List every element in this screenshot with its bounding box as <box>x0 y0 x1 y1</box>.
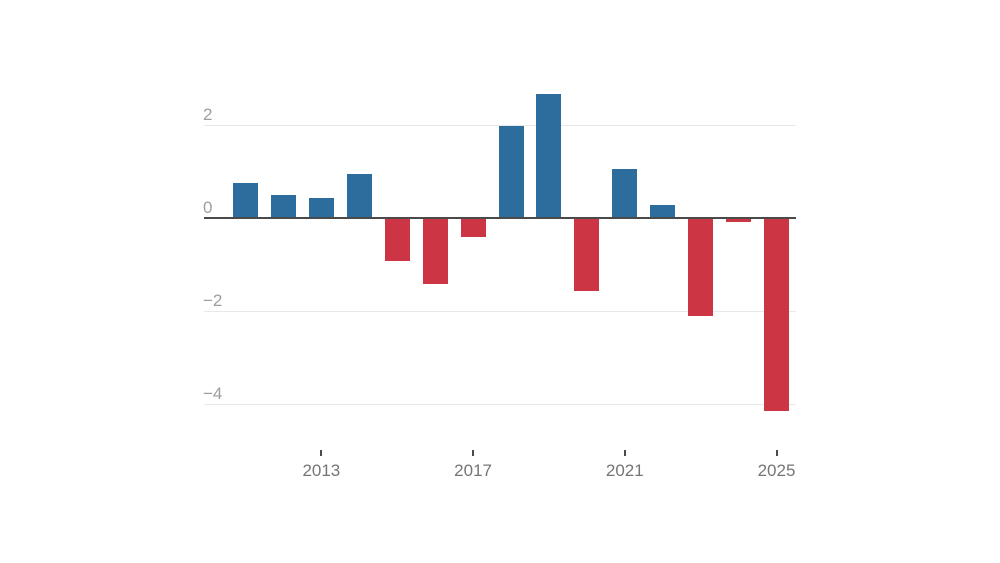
bar-2024[interactable] <box>726 218 752 222</box>
bar-2025[interactable] <box>764 218 790 411</box>
x-axis-label-2021: 2021 <box>605 461 644 480</box>
x-axis-label-2013: 2013 <box>302 461 341 480</box>
bar-2011[interactable] <box>233 183 258 218</box>
bar-2018[interactable] <box>498 125 524 218</box>
bar-2022[interactable] <box>650 204 676 218</box>
bar-2014[interactable] <box>346 173 372 218</box>
x-axis-tick-2025 <box>775 450 778 456</box>
bar-2015[interactable] <box>384 218 410 261</box>
bar-2016[interactable] <box>422 218 448 285</box>
zero-axis-line <box>204 217 796 219</box>
gridline-y-2 <box>204 125 796 126</box>
bar-2013[interactable] <box>308 198 334 218</box>
y-axis-label-2: 2 <box>203 105 213 124</box>
x-axis-tick-2017 <box>472 450 475 456</box>
gridline-y-−4 <box>204 404 796 405</box>
x-axis-label-2017: 2017 <box>454 461 492 480</box>
y-axis-label-0: 0 <box>203 198 213 217</box>
y-axis-label--2: −2 <box>203 291 223 310</box>
bar-2020[interactable] <box>574 218 600 291</box>
x-axis-tick-2013 <box>320 450 323 456</box>
x-axis-label-2025: 2025 <box>757 461 796 480</box>
bar-2017[interactable] <box>460 218 486 237</box>
y-axis-label--4: −4 <box>203 384 223 403</box>
bar-2023[interactable] <box>688 218 714 316</box>
bar-2021[interactable] <box>612 169 638 218</box>
bar-2012[interactable] <box>270 194 296 218</box>
gridline-y-−2 <box>204 311 796 312</box>
bar-2019[interactable] <box>536 94 562 218</box>
x-axis-tick-2021 <box>623 450 626 456</box>
